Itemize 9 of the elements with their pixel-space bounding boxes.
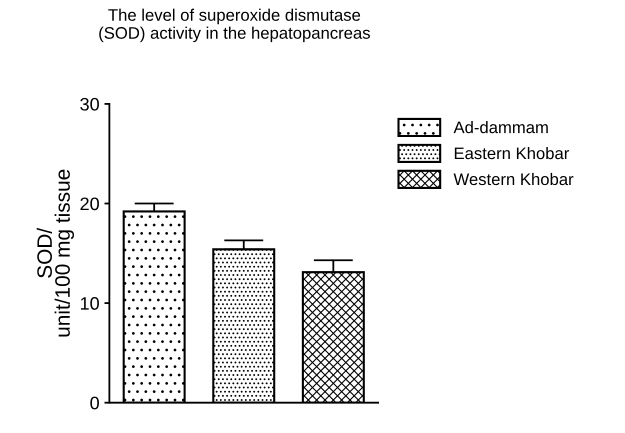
y-tick-label: 30 <box>80 98 99 111</box>
chart-title: The level of superoxide dismutase (SOD) activity in the hepatopancreas <box>99 8 370 42</box>
y-axis-title: SOD/ unit/100 mg tissue <box>36 170 74 336</box>
y-tick-label: 10 <box>80 297 99 310</box>
legend-label: Ad-dammam <box>454 121 548 134</box>
y-tick-label: 20 <box>80 197 99 210</box>
legend-label: Western Khobar <box>454 172 574 186</box>
legend-label: Eastern Khobar <box>454 146 570 160</box>
y-tick-label: 0 <box>90 396 99 410</box>
